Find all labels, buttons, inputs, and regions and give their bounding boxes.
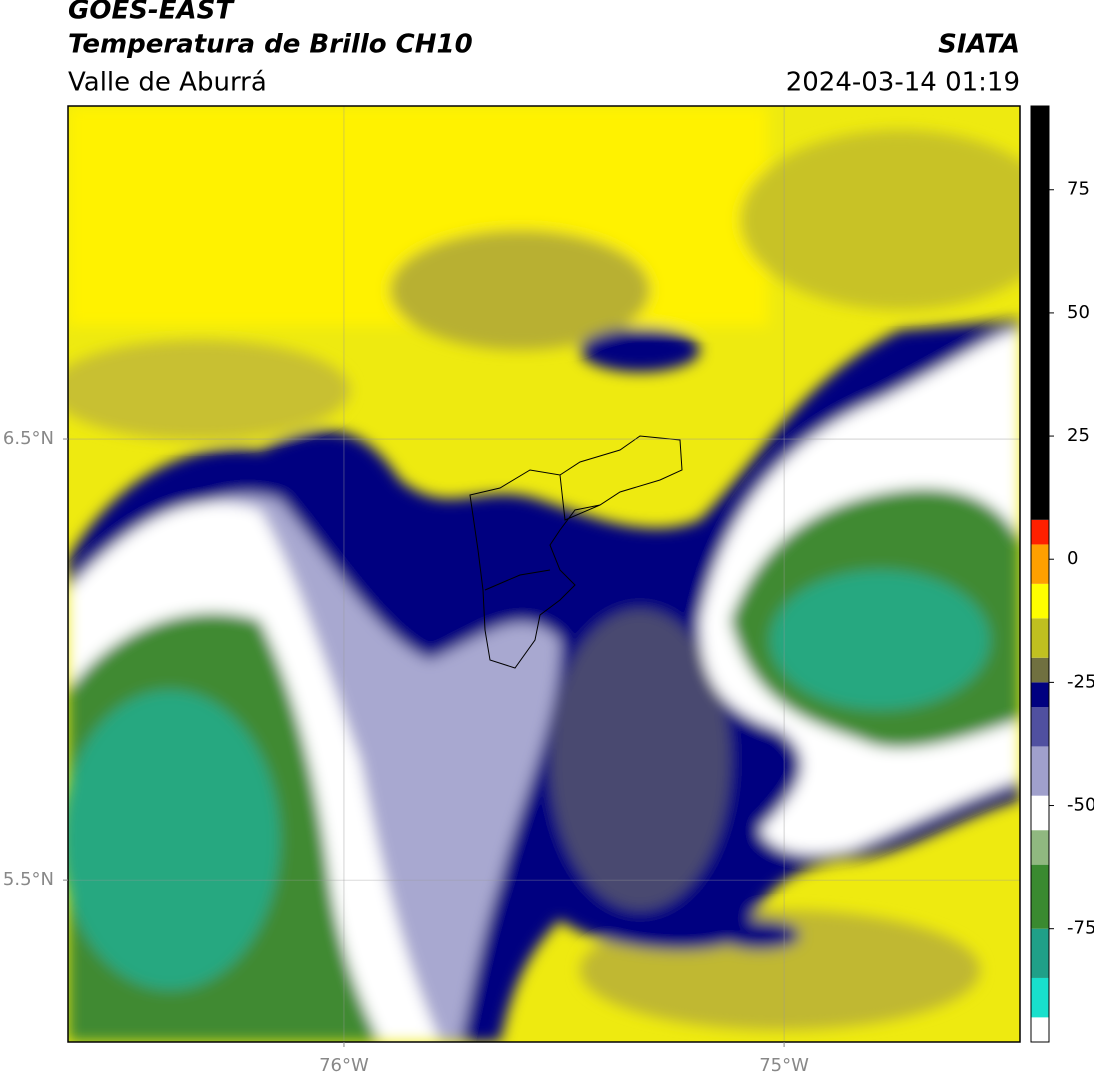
satellite-image xyxy=(68,106,1020,1042)
colorbar-tick-label: -75 xyxy=(1067,918,1094,939)
colorbar-tick-label: 50 xyxy=(1067,302,1090,323)
colorbar-segment xyxy=(1031,864,1049,929)
colorbar-segment xyxy=(1031,977,1049,1018)
datetime: 2024-03-14 01:19 xyxy=(786,68,1020,98)
colorbar-segment xyxy=(1031,830,1049,865)
colorbar-segment xyxy=(1031,657,1049,683)
colorbar-tick-label: -50 xyxy=(1067,795,1094,816)
colorbar-segment xyxy=(1031,1017,1049,1042)
colorbar-tick-label: -25 xyxy=(1067,671,1094,692)
colorbar-segment xyxy=(1031,544,1049,584)
colorbar-segment xyxy=(1031,583,1049,619)
colorbar-segment xyxy=(1031,928,1049,978)
colorbar-segment xyxy=(1031,618,1049,658)
colorbar-segment xyxy=(1031,106,1049,520)
colorbar-tick-label: 0 xyxy=(1067,548,1078,569)
y-tick-label: 5.5°N xyxy=(3,869,54,890)
subtitle: Temperatura de Brillo CH10 xyxy=(68,30,473,60)
x-tick-label: 75°W xyxy=(759,1055,809,1076)
y-tick-label: 6.5°N xyxy=(3,428,54,449)
colorbar-segment xyxy=(1031,746,1049,796)
colorbar-segment xyxy=(1031,707,1049,747)
region: Valle de Aburrá xyxy=(68,68,267,98)
map-frame xyxy=(67,105,1021,1043)
colorbar-segment xyxy=(1031,795,1049,831)
colorbar-segment xyxy=(1031,519,1049,545)
watershed-outline xyxy=(469,435,683,669)
colorbar-frame xyxy=(1030,105,1050,1043)
source: SIATA xyxy=(938,30,1020,60)
title: GOES-EAST xyxy=(68,0,235,26)
colorbar-tick-label: 25 xyxy=(1067,425,1090,446)
colorbar-segment xyxy=(1031,682,1049,708)
x-tick-label: 76°W xyxy=(319,1055,369,1076)
colorbar-tick-label: 75 xyxy=(1067,179,1090,200)
